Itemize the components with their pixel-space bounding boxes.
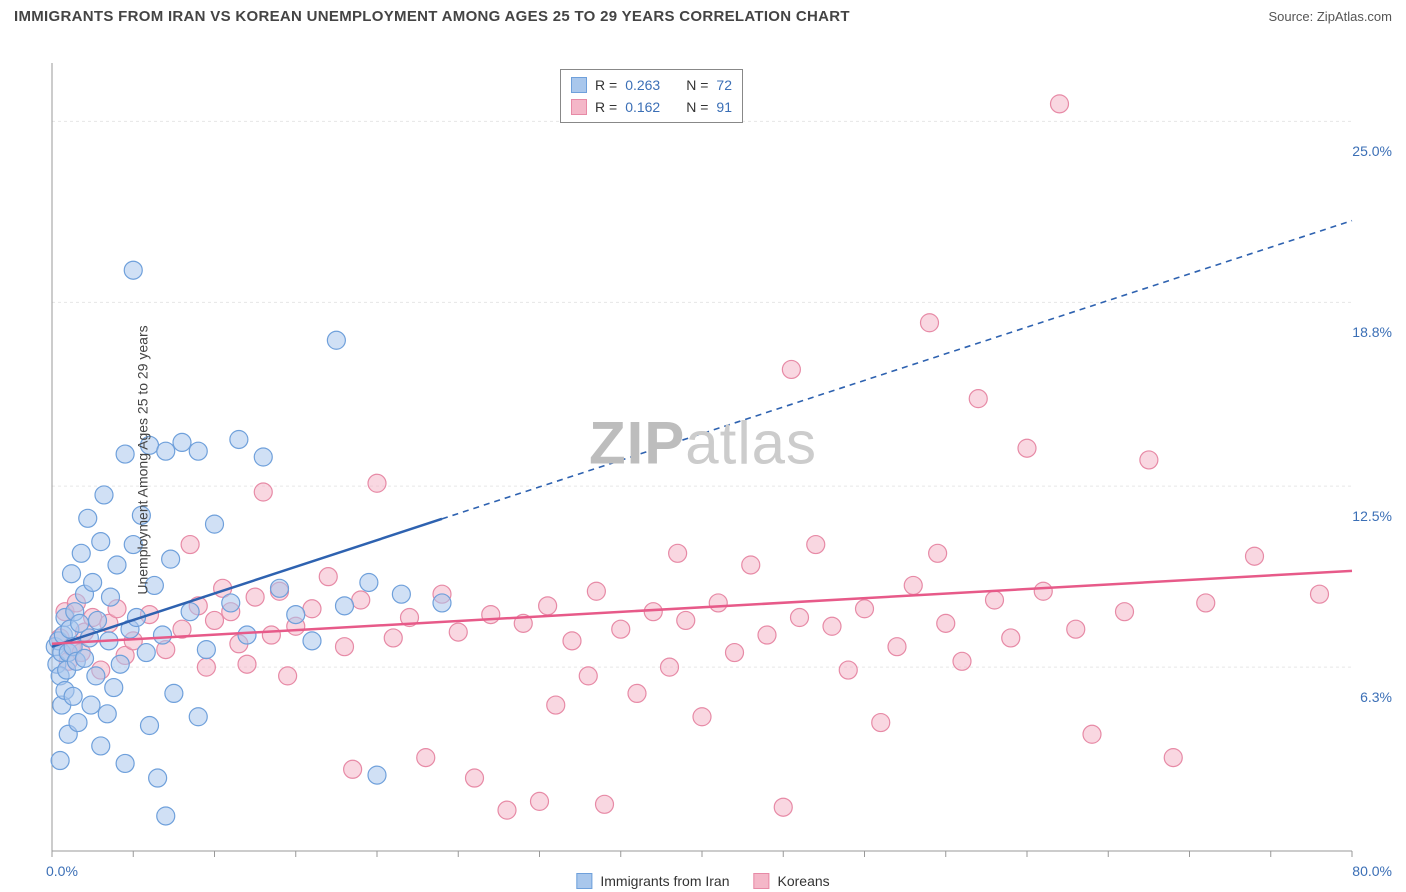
stats-r-value-koreans: 0.162 — [625, 99, 660, 115]
scatter-chart-svg — [0, 29, 1406, 859]
header-bar: IMMIGRANTS FROM IRAN VS KOREAN UNEMPLOYM… — [0, 0, 1406, 29]
stats-n-value-koreans: 91 — [716, 99, 732, 115]
y-tick-label: 18.8% — [1352, 324, 1392, 340]
legend-label-koreans: Koreans — [777, 873, 829, 889]
stats-row-iran: R = 0.263 N = 72 — [571, 74, 732, 96]
stats-r-label: R = — [595, 99, 617, 115]
legend-item-iran[interactable]: Immigrants from Iran — [576, 873, 729, 889]
stats-row-koreans: R = 0.162 N = 91 — [571, 96, 732, 118]
stats-r-label: R = — [595, 77, 617, 93]
stats-swatch-iran — [571, 77, 587, 93]
source-label: Source: — [1268, 9, 1316, 24]
x-axis-max-label: 80.0% — [1352, 863, 1392, 879]
stats-swatch-koreans — [571, 99, 587, 115]
y-tick-label: 12.5% — [1352, 508, 1392, 524]
correlation-stats-box: R = 0.263 N = 72 R = 0.162 N = 91 — [560, 69, 743, 123]
chart-container: Unemployment Among Ages 25 to 29 years Z… — [0, 29, 1406, 891]
bottom-legend: Immigrants from Iran Koreans — [576, 873, 829, 889]
legend-item-koreans[interactable]: Koreans — [753, 873, 829, 889]
legend-swatch-koreans — [753, 873, 769, 889]
stats-n-label: N = — [686, 77, 708, 93]
y-tick-label: 6.3% — [1360, 689, 1392, 705]
source-name[interactable]: ZipAtlas.com — [1317, 9, 1392, 24]
legend-swatch-iran — [576, 873, 592, 889]
source-attribution: Source: ZipAtlas.com — [1268, 9, 1392, 24]
y-tick-label: 25.0% — [1352, 143, 1392, 159]
stats-n-label: N = — [686, 99, 708, 115]
stats-r-value-iran: 0.263 — [625, 77, 660, 93]
y-axis-label: Unemployment Among Ages 25 to 29 years — [135, 325, 151, 594]
x-axis-min-label: 0.0% — [46, 863, 78, 879]
chart-title: IMMIGRANTS FROM IRAN VS KOREAN UNEMPLOYM… — [14, 8, 850, 25]
legend-label-iran: Immigrants from Iran — [600, 873, 729, 889]
stats-n-value-iran: 72 — [716, 77, 732, 93]
